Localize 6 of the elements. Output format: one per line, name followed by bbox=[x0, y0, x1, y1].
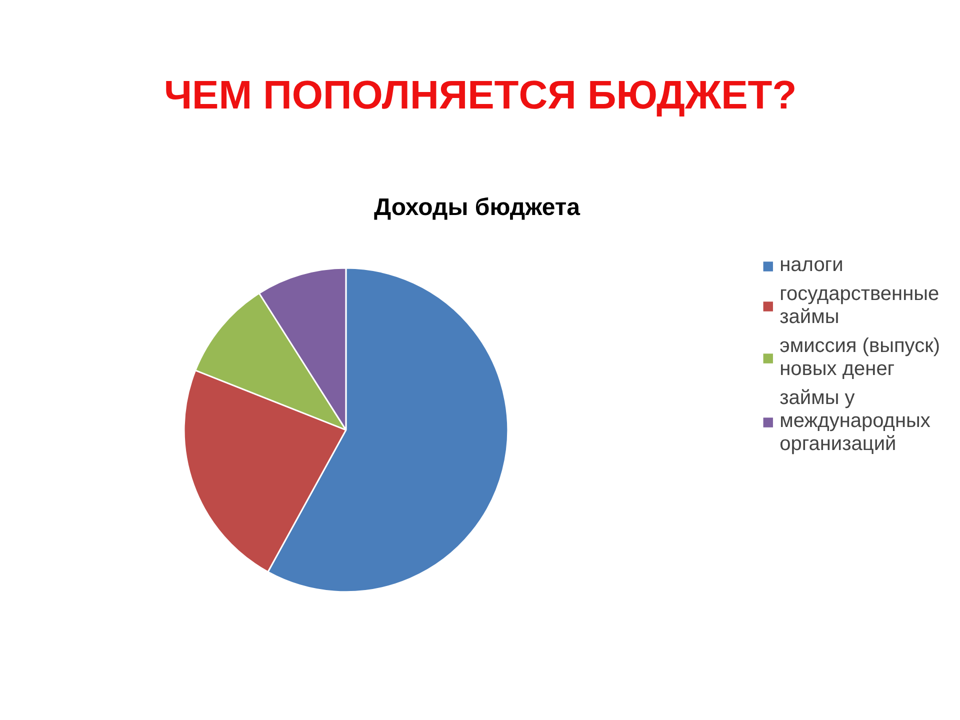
legend-label: налоги bbox=[780, 254, 844, 277]
chart-subtitle: Доходы бюджета bbox=[374, 194, 581, 222]
legend-label: займы у международных организаций bbox=[780, 387, 930, 456]
legend-label: государственные займы bbox=[780, 283, 940, 329]
legend-label: эмиссия (выпуск) новых денег bbox=[780, 335, 940, 381]
chart-title: ЧЕМ ПОПОЛНЯЕТСЯ БЮДЖЕТ? bbox=[164, 73, 797, 118]
